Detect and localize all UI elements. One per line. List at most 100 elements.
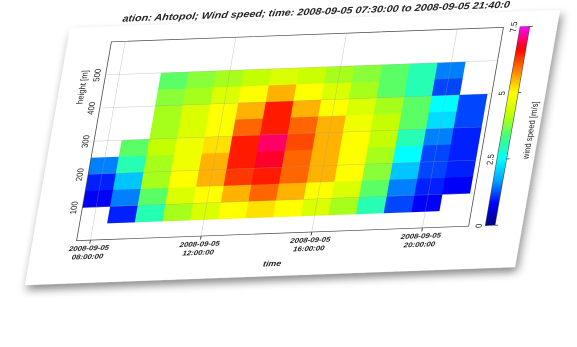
- colorbar-tick-label: 2.5: [484, 154, 497, 165]
- heatmap-cell: [420, 144, 452, 163]
- heatmap-cell: [254, 150, 286, 169]
- grid-line: [88, 159, 481, 175]
- y-tick-label: 100: [67, 201, 80, 215]
- heatmap-cell: [300, 198, 332, 217]
- heatmap-cell: [112, 172, 144, 191]
- heatmap-cell: [223, 168, 255, 187]
- heatmap-cell: [386, 178, 418, 197]
- heatmap-cell: [185, 70, 217, 89]
- heatmap-cell: [428, 94, 460, 113]
- heatmap-cell: [107, 205, 139, 224]
- heatmap-cell: [392, 145, 424, 164]
- x-axis-label: time: [262, 258, 282, 268]
- heatmap-cell: [370, 113, 402, 132]
- heatmap-cell: [134, 204, 166, 223]
- heatmap-cell: [273, 199, 305, 218]
- heatmap-cell: [312, 132, 344, 150]
- heatmap-cell: [110, 188, 142, 207]
- x-tick-label-box: 2008-09-05 16:00:00: [290, 236, 331, 254]
- heatmap-cell: [229, 135, 261, 154]
- heatmap-cell: [149, 121, 181, 140]
- heatmap-cell: [447, 143, 479, 162]
- heatmap-cell: [379, 63, 411, 82]
- colorbar: [484, 26, 531, 226]
- heatmap-cell: [315, 115, 347, 134]
- heatmap-cell: [162, 203, 194, 222]
- grid-line: [99, 93, 492, 109]
- heatmap-cell: [364, 146, 396, 165]
- heatmap-cell: [235, 101, 267, 120]
- heatmap-cell: [345, 97, 377, 116]
- heatmap-cell: [444, 160, 476, 179]
- heatmap-cell: [192, 185, 225, 204]
- heatmap-cell: [398, 112, 430, 131]
- heatmap-cell: [201, 136, 233, 155]
- heatmap-cell: [115, 155, 147, 174]
- heatmap-cell: [351, 64, 383, 83]
- heatmap-cell: [358, 179, 390, 198]
- heatmap-cell: [268, 67, 300, 86]
- heatmap-cell: [238, 85, 270, 104]
- grid-line: [422, 29, 458, 228]
- heatmap-cell: [367, 130, 399, 148]
- heatmap-cell: [303, 181, 335, 200]
- heatmap-cell: [220, 184, 252, 203]
- heatmap-cell: [290, 99, 322, 118]
- x-tick: [199, 236, 202, 240]
- x-tick: [310, 231, 313, 236]
- heatmap-cell: [361, 163, 393, 182]
- heatmap-cell: [281, 149, 313, 168]
- heatmap-cell: [176, 120, 208, 139]
- x-tick-label: 2008-09-05 20:00:00: [400, 231, 442, 250]
- x-tick-label-box: 2008-09-05 12:00:00: [179, 240, 220, 258]
- heatmap-cell: [195, 169, 227, 188]
- heatmap-cell: [140, 171, 172, 190]
- heatmap-cell: [204, 119, 236, 138]
- heatmap-cell: [323, 65, 355, 84]
- heatmap-cell: [309, 148, 341, 167]
- grid-line: [311, 33, 347, 232]
- heatmap-cell: [453, 110, 485, 129]
- heatmap-cell: [334, 164, 366, 183]
- heatmap-cell: [226, 151, 258, 170]
- heatmap-cell: [248, 183, 280, 202]
- heatmap-cell: [207, 102, 239, 121]
- heatmap-cell: [245, 200, 277, 219]
- heatmap-cell: [259, 117, 291, 136]
- heatmap-cell: [296, 66, 328, 85]
- heatmap-cell: [376, 80, 408, 99]
- y-tick-label: 300: [79, 135, 92, 149]
- grid-line: [105, 60, 498, 76]
- grid-line: [90, 41, 126, 241]
- colorbar-tick-label: 5: [496, 91, 507, 96]
- heatmap-cell: [275, 182, 308, 201]
- heatmap-cell: [155, 88, 187, 107]
- heatmap-cell: [210, 86, 242, 105]
- heatmap-cell: [293, 83, 325, 102]
- heatmap-cell: [265, 84, 297, 103]
- heatmap-cell: [171, 153, 203, 172]
- heatmap-cell: [342, 114, 374, 133]
- heatmap-cell: [318, 98, 350, 117]
- heatmap-cell: [401, 95, 433, 114]
- heatmap-cell: [157, 71, 189, 90]
- colorbar-tick-label: 0: [473, 223, 484, 228]
- heatmap-cell: [262, 100, 294, 119]
- heatmap-cell: [168, 170, 200, 189]
- heatmap-cell: [406, 62, 438, 81]
- y-tick-label: 200: [73, 168, 86, 182]
- x-tick: [89, 240, 91, 244]
- heatmap-cell: [414, 177, 446, 196]
- heatmap-cell: [137, 187, 169, 206]
- heatmap-cell: [417, 161, 449, 180]
- heatmap-cell: [395, 129, 427, 147]
- colorbar-tick-label: 7.5: [507, 21, 520, 32]
- x-tick: [421, 227, 423, 232]
- heatmap-cell: [328, 197, 360, 216]
- heatmap-cell: [118, 139, 150, 158]
- heatmap-cell: [165, 186, 197, 205]
- heatmap-cell: [198, 152, 230, 171]
- heatmap-cell: [143, 154, 175, 173]
